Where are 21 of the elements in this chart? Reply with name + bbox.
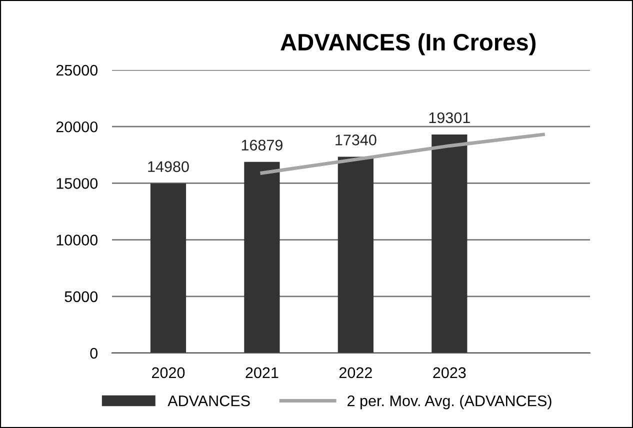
y-tick-label: 25000 [56,64,98,76]
data-label: 17340 [336,134,376,146]
data-label: 14980 [148,161,189,172]
data-label: 19301 [429,112,470,124]
bar [432,134,468,353]
chart-title: ADVANCES (In Crores) [280,33,536,56]
y-tick-label: 15000 [56,178,98,189]
y-tick-label: 10000 [56,234,98,246]
y-tick-label: 20000 [56,121,98,132]
bar [150,183,186,353]
y-tick-label: 0 [90,348,98,359]
data-label: 16879 [242,140,282,151]
x-tick-label: 2020 [152,367,185,378]
bar [244,162,280,353]
y-tick-label: 5000 [64,291,98,302]
x-tick-label: 2023 [433,367,466,378]
x-tick-label: 2022 [339,367,372,378]
legend-label: 2 per. Mov. Avg. (ADVANCES) [348,395,552,410]
legend-label: ADVANCES [168,395,250,406]
x-tick-label: 2021 [246,367,278,378]
bar [338,156,374,353]
